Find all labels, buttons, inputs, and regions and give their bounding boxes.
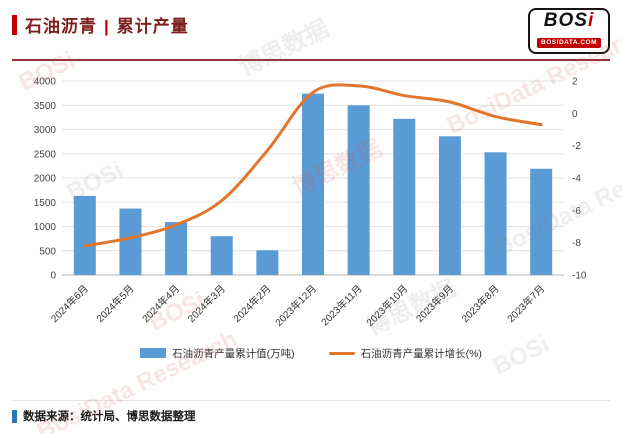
svg-text:0: 0 [572,109,578,120]
svg-text:-2: -2 [572,141,581,152]
svg-text:2024年3月: 2024年3月 [185,282,228,325]
chart-legend: 石油沥青产量累计值(万吨) 石油沥青产量累计增长(%) [12,346,610,361]
header: 石油沥青 | 累计产量 BOSi BOSIDATA.COM [12,8,610,54]
logo-i-accent: i [587,10,595,31]
legend-bar-label: 石油沥青产量累计值(万吨) [172,347,295,360]
svg-text:1500: 1500 [34,198,57,209]
header-divider [12,58,610,61]
legend-line-label: 石油沥青产量累计增长(%) [360,347,482,360]
svg-text:2024年6月: 2024年6月 [48,282,91,325]
footer-accent-mark [12,409,17,423]
svg-text:-6: -6 [572,206,581,217]
svg-text:2500: 2500 [34,149,57,160]
footer: 数据来源：统计局、博思数据整理 [12,400,610,424]
svg-text:3000: 3000 [34,125,57,136]
svg-text:3500: 3500 [34,101,57,112]
legend-item-bar: 石油沥青产量累计值(万吨) [140,346,295,361]
title-wrap: 石油沥青 | 累计产量 [12,12,189,37]
legend-item-line: 石油沥青产量累计增长(%) [328,346,482,361]
page-title-right: 累计产量 [116,17,189,36]
svg-text:2023年12月: 2023年12月 [272,282,319,329]
page-title: 石油沥青 | 累计产量 [25,12,189,37]
svg-text:2: 2 [572,76,578,87]
page-title-left: 石油沥青 [25,17,97,36]
svg-text:2024年5月: 2024年5月 [94,282,137,325]
svg-text:-10: -10 [572,270,587,281]
svg-text:-8: -8 [572,238,581,249]
bosidata-logo: BOSi BOSIDATA.COM [528,8,610,54]
svg-text:500: 500 [39,246,56,257]
page-title-separator: | [104,17,110,36]
legend-line-swatch [328,351,355,355]
svg-text:2023年9月: 2023年9月 [413,282,456,325]
svg-text:4000: 4000 [34,76,57,87]
data-source-text: 数据来源：统计局、博思数据整理 [23,411,196,423]
logo-domain-label: BOSIDATA.COM [537,37,601,48]
svg-text:2024年2月: 2024年2月 [230,282,273,325]
svg-text:2023年11月: 2023年11月 [318,282,364,328]
svg-text:1000: 1000 [34,222,57,233]
svg-text:0: 0 [50,270,56,281]
logo-wordmark: BOSi [543,10,595,31]
title-accent-bar [12,14,17,35]
svg-text:2000: 2000 [34,173,57,184]
chart-area: 0 500 1000 1500 2000 2500 3000 3500 4000 -10 -8 -6 -… [12,67,610,350]
svg-text:2023年7月: 2023年7月 [504,282,547,325]
legend-bar-swatch [140,348,167,359]
combo-chart: 0 500 1000 1500 2000 2500 3000 3500 4000 -10 -8 -6 -… [34,76,587,329]
svg-text:-4: -4 [572,173,581,184]
svg-text:2023年10月: 2023年10月 [363,282,410,329]
svg-text:2024年4月: 2024年4月 [139,282,182,325]
svg-text:2023年8月: 2023年8月 [459,282,502,325]
